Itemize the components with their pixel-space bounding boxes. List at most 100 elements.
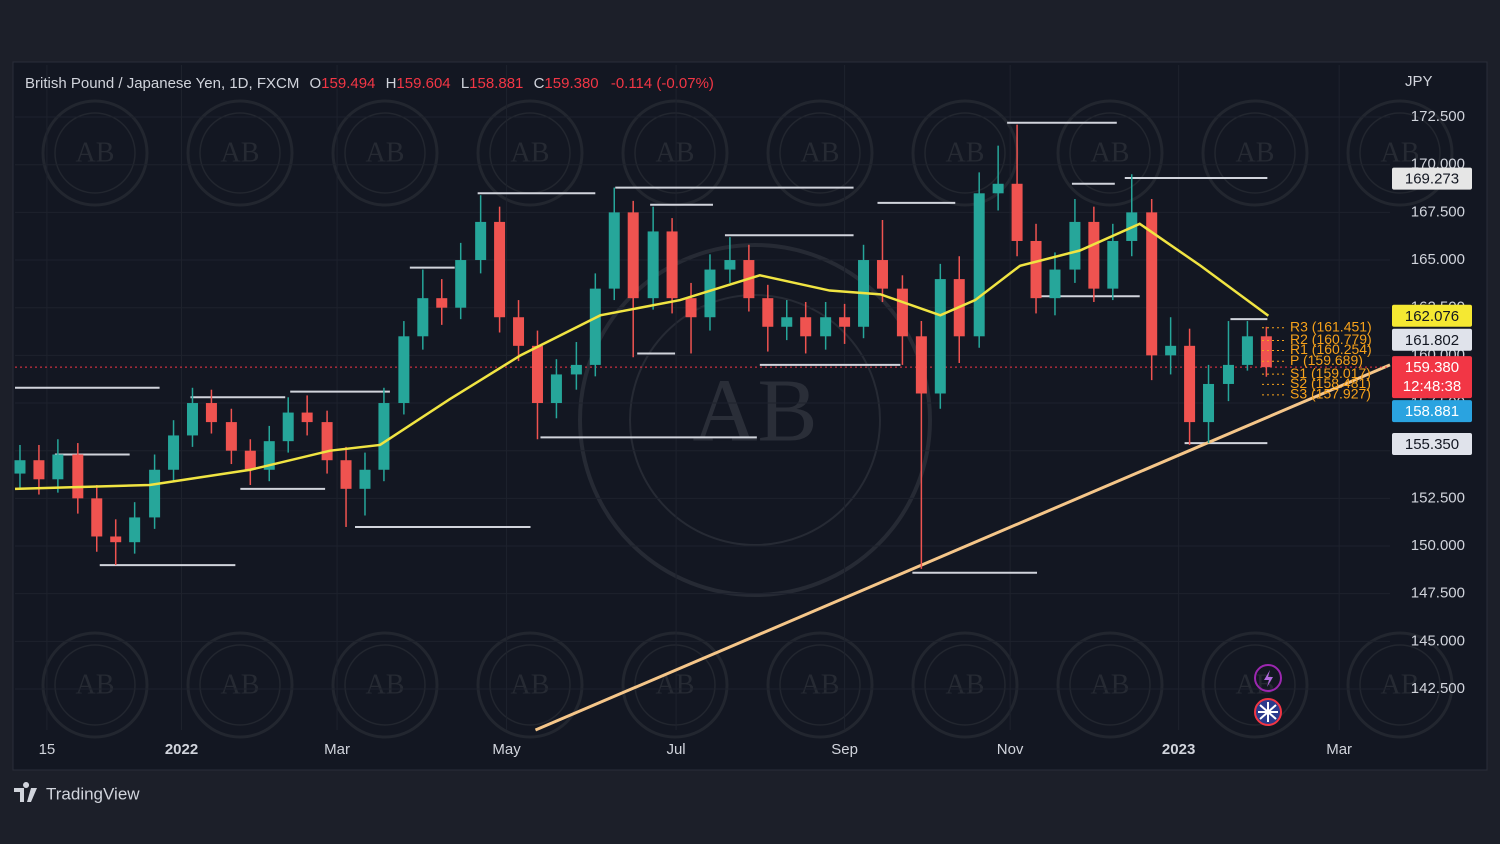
ohlc-value: 159.604 xyxy=(396,75,450,92)
candle-body xyxy=(876,260,888,289)
watermark-ring xyxy=(331,99,439,207)
candle-body xyxy=(820,317,832,337)
price-tag-label: 162.076 xyxy=(1405,308,1459,325)
pivot-label: S2 (158.481) xyxy=(1290,375,1371,391)
watermark-text: AB xyxy=(366,137,405,168)
watermark-text: AB xyxy=(366,669,405,700)
candle-body xyxy=(149,469,161,518)
x-tick-label: Mar xyxy=(324,741,350,758)
header: British Pound / Japanese Yen, 1D, FXCM O… xyxy=(25,75,714,92)
trendline xyxy=(534,363,1391,732)
candle-body xyxy=(129,517,141,543)
candle-body xyxy=(1069,221,1081,270)
watermark-text: AB xyxy=(656,669,695,700)
watermark-ring xyxy=(924,112,1006,194)
candle-body xyxy=(915,336,927,394)
candle-body xyxy=(321,422,333,461)
candle-body xyxy=(896,288,908,337)
y-tick-label: 147.500 xyxy=(1411,585,1465,602)
watermark-ring xyxy=(779,644,861,726)
candle-body xyxy=(627,212,639,299)
y-tick-label: 145.000 xyxy=(1411,632,1465,649)
watermark-ring xyxy=(1056,99,1164,207)
watermark-text: AB xyxy=(656,137,695,168)
pivot-label: R1 (160.254) xyxy=(1290,341,1372,357)
candle-body xyxy=(33,460,45,480)
watermark-ring xyxy=(1069,112,1151,194)
ohlc-value: 159.380 xyxy=(544,75,598,92)
y-tick-label: 142.500 xyxy=(1411,680,1465,697)
candle-body xyxy=(1011,183,1023,241)
watermark-ring xyxy=(1056,631,1164,739)
currency: JPY xyxy=(1405,73,1433,90)
watermark-ring xyxy=(1214,644,1296,726)
watermark-text: AB xyxy=(1236,137,1275,168)
candle-body xyxy=(724,260,736,270)
x-tick-label: Jul xyxy=(666,741,685,758)
watermark-text: AB xyxy=(801,669,840,700)
candle-body xyxy=(301,412,313,423)
watermark-text: AB xyxy=(76,137,115,168)
watermark-ring xyxy=(1069,644,1151,726)
candle-body xyxy=(589,288,601,365)
ohlc-value: 158.881 xyxy=(469,75,523,92)
ohlc-key: L xyxy=(461,75,469,92)
watermark-text: AB xyxy=(1381,137,1420,168)
watermark-ring xyxy=(779,112,861,194)
watermark-ring xyxy=(634,112,716,194)
watermark-ring xyxy=(1346,99,1454,207)
candle-body xyxy=(417,298,429,337)
symbol: British Pound / Japanese Yen, 1D, FXCM xyxy=(25,75,299,92)
price-tag xyxy=(1392,328,1472,351)
candle-body xyxy=(244,450,256,470)
watermark-text: AB xyxy=(946,669,985,700)
watermark-ring xyxy=(331,631,439,739)
price-tag-label: 169.273 xyxy=(1405,171,1459,188)
price-tag-label: 159.380 xyxy=(1405,359,1459,376)
candle-body xyxy=(378,403,390,470)
watermark-text: AB xyxy=(76,669,115,700)
watermark-text: AB xyxy=(801,137,840,168)
watermark-text: AB xyxy=(221,669,260,700)
watermark-ring xyxy=(54,112,136,194)
watermark-ring xyxy=(1359,112,1441,194)
candle-body xyxy=(1260,336,1272,368)
moving-average xyxy=(14,222,1270,491)
y-tick-label: 152.500 xyxy=(1411,489,1465,506)
x-tick-label: Sep xyxy=(831,741,858,758)
watermark-ring xyxy=(199,644,281,726)
watermark-text: AB xyxy=(511,669,550,700)
watermark-text: AB xyxy=(221,137,260,168)
candle-body xyxy=(205,403,217,423)
candle-body xyxy=(91,498,103,537)
watermark-ring xyxy=(1359,644,1441,726)
candle-body xyxy=(225,422,237,451)
watermark-ring xyxy=(924,644,1006,726)
candle-body xyxy=(168,435,180,470)
x-tick-label: 15 xyxy=(39,741,56,758)
watermark-ring xyxy=(634,644,716,726)
candle-body xyxy=(531,345,543,404)
candle-body xyxy=(666,231,678,299)
watermark-text: AB xyxy=(1091,137,1130,168)
candle-body xyxy=(992,183,1004,194)
watermark-ring xyxy=(911,631,1019,739)
candle-body xyxy=(550,374,562,404)
candle-body xyxy=(475,221,487,261)
brand-logo: TradingView xyxy=(14,782,140,803)
emblem-text: AB xyxy=(692,362,817,461)
y-tick-label: 150.000 xyxy=(1411,537,1465,554)
candle-body xyxy=(570,364,582,375)
lightning-icon[interactable] xyxy=(1254,664,1282,692)
candle-body xyxy=(494,221,506,318)
candle-body xyxy=(110,536,122,543)
candle-body xyxy=(340,460,352,489)
emblem-ring xyxy=(629,294,881,546)
candle-body xyxy=(186,403,198,436)
candle-body xyxy=(1030,240,1042,299)
price-tag xyxy=(1392,400,1472,423)
candle-body xyxy=(1184,345,1196,423)
ohlc-key: C xyxy=(534,75,545,92)
